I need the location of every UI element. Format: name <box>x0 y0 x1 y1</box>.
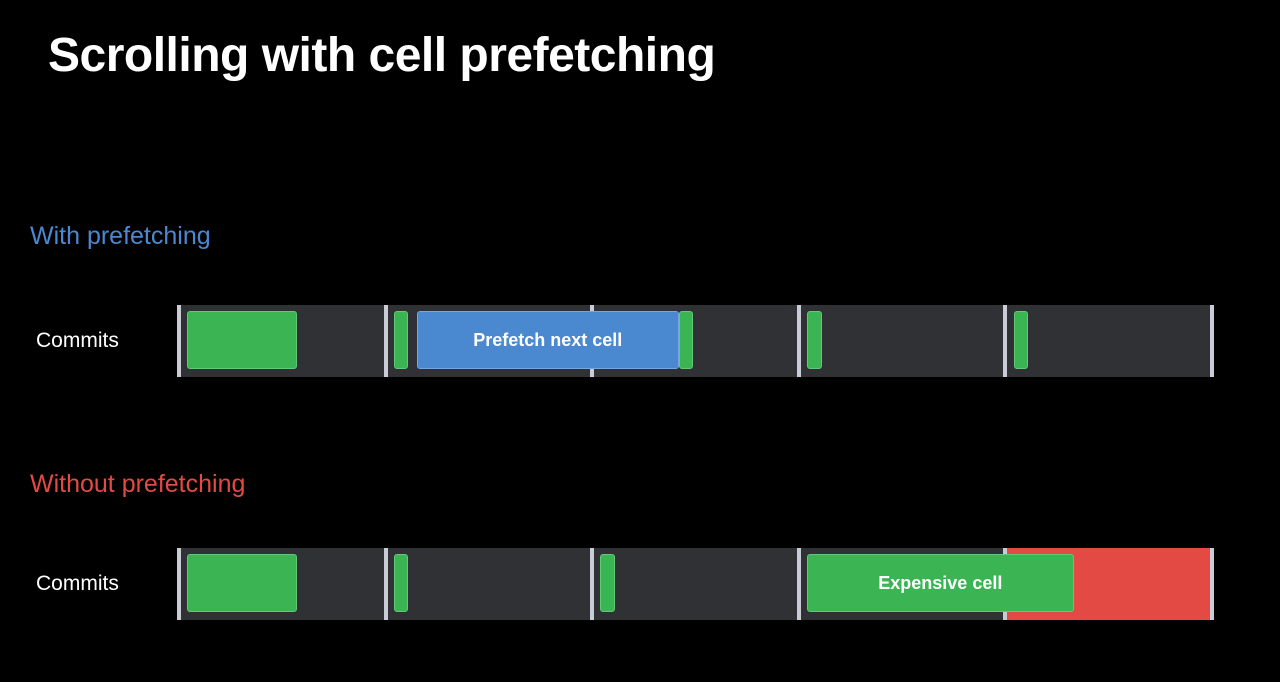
frame-boundary <box>383 548 388 620</box>
commit-block <box>600 554 615 612</box>
frame-boundary <box>1210 305 1214 377</box>
prefetch-block-label: Prefetch next cell <box>473 329 623 350</box>
commit-block <box>393 311 409 369</box>
commit-block <box>1013 311 1029 369</box>
expensive-cell-block: Expensive cell <box>807 554 1074 612</box>
frame-boundary <box>590 548 595 620</box>
frame-boundary <box>1210 548 1214 620</box>
commit-timeline-without-prefetching: Expensive cell <box>177 548 1214 620</box>
frame-boundary <box>796 548 801 620</box>
commits-label: Commits <box>36 329 119 352</box>
frame-boundary <box>177 305 181 377</box>
commit-timeline-with-prefetching: Prefetch next cell <box>177 305 1214 377</box>
commit-block <box>187 311 297 369</box>
commit-block <box>807 311 822 369</box>
prefetch-block: Prefetch next cell <box>416 311 679 369</box>
commit-block <box>678 311 694 369</box>
with-prefetching-heading: With prefetching <box>30 222 211 250</box>
without-prefetching-heading: Without prefetching <box>30 470 246 498</box>
frame-boundary <box>177 548 181 620</box>
slide-title: Scrolling with cell prefetching <box>48 29 716 82</box>
frame-boundary <box>383 305 388 377</box>
commit-block <box>393 554 409 612</box>
frame-boundary <box>796 305 801 377</box>
commit-block <box>187 554 297 612</box>
expensive-cell-block-label: Expensive cell <box>878 572 1003 593</box>
frame-boundary <box>1003 305 1008 377</box>
commits-label: Commits <box>36 572 119 595</box>
